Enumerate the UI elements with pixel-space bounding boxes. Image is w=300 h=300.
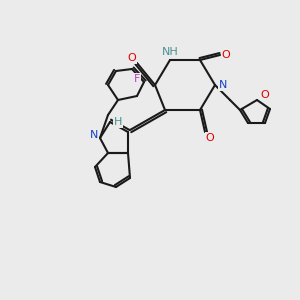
Text: O: O	[206, 133, 214, 143]
Text: F: F	[134, 74, 140, 84]
Text: O: O	[261, 90, 269, 100]
Text: O: O	[222, 50, 230, 60]
Text: N: N	[219, 80, 227, 90]
Text: H: H	[114, 117, 122, 127]
Text: O: O	[128, 53, 136, 63]
Text: NH: NH	[162, 47, 178, 57]
Text: N: N	[90, 130, 98, 140]
